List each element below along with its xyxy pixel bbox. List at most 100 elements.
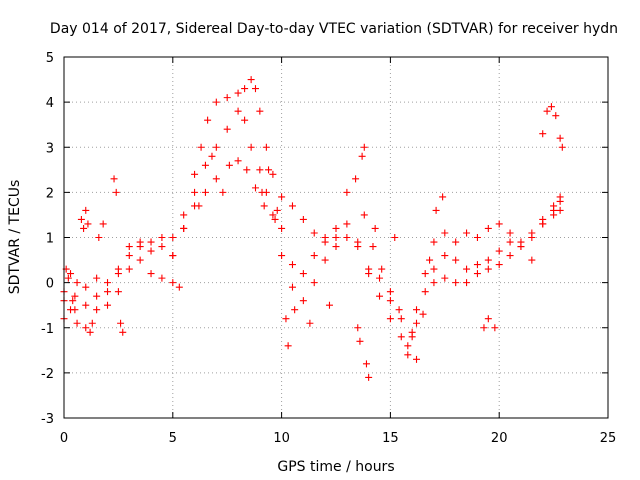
data-point	[88, 319, 96, 327]
data-point	[452, 256, 460, 264]
data-point	[256, 107, 264, 115]
data-point	[495, 220, 503, 228]
data-point	[208, 152, 216, 160]
series-excursions	[62, 103, 566, 381]
data-point	[552, 112, 560, 120]
data-point	[82, 283, 90, 291]
data-point	[288, 283, 296, 291]
data-point	[241, 116, 249, 124]
data-point	[260, 202, 268, 210]
data-point	[136, 256, 144, 264]
data-point	[212, 175, 220, 183]
data-point	[247, 143, 255, 151]
data-point	[256, 166, 264, 174]
data-point	[378, 265, 386, 273]
data-point	[528, 256, 536, 264]
data-point	[473, 234, 481, 241]
data-point	[158, 243, 166, 251]
data-point	[441, 252, 449, 260]
y-tick-label: 0	[46, 277, 54, 292]
data-point	[404, 351, 412, 359]
data-point	[84, 220, 92, 228]
y-tick-label: -3	[41, 412, 54, 427]
data-point	[86, 328, 94, 336]
data-point	[251, 85, 259, 93]
data-point	[463, 229, 471, 237]
data-point	[506, 229, 514, 237]
data-point	[299, 270, 307, 278]
data-point	[291, 306, 299, 314]
data-point	[104, 301, 112, 309]
data-point	[421, 270, 429, 278]
data-point	[278, 252, 286, 260]
data-point	[223, 94, 231, 102]
data-point	[114, 265, 122, 273]
data-point	[284, 342, 292, 350]
data-point	[117, 319, 125, 327]
data-point	[463, 265, 471, 273]
data-point	[321, 256, 329, 264]
data-point	[343, 220, 351, 228]
data-point	[441, 274, 449, 282]
y-tick-label: 2	[46, 186, 54, 201]
data-point	[175, 283, 183, 291]
data-point	[278, 224, 286, 232]
data-point	[365, 373, 373, 381]
data-point	[556, 206, 564, 214]
data-point	[225, 161, 233, 169]
data-point	[495, 247, 503, 255]
data-point	[273, 206, 281, 214]
data-point	[136, 238, 144, 246]
data-point	[99, 220, 107, 228]
data-point	[93, 274, 101, 282]
data-point	[288, 261, 296, 269]
data-point	[223, 125, 231, 133]
data-point	[386, 288, 394, 296]
data-point	[243, 166, 251, 174]
data-point	[480, 324, 488, 332]
data-point	[195, 202, 203, 210]
data-point	[397, 333, 405, 341]
data-point	[119, 328, 127, 336]
data-point	[404, 342, 412, 350]
data-point	[426, 256, 434, 264]
data-point	[147, 238, 155, 246]
data-point	[234, 157, 242, 165]
data-point	[441, 229, 449, 237]
data-point	[69, 297, 77, 305]
data-point	[452, 238, 460, 246]
data-point	[556, 134, 564, 142]
data-point	[484, 315, 492, 323]
data-point	[104, 288, 112, 296]
data-point	[191, 188, 199, 196]
data-point	[82, 301, 90, 309]
data-point	[278, 193, 286, 201]
data-point	[358, 152, 366, 160]
data-point	[391, 234, 399, 241]
data-point	[332, 234, 340, 241]
data-point	[543, 107, 551, 115]
data-point	[258, 188, 266, 196]
data-point	[269, 211, 277, 219]
data-point	[484, 265, 492, 273]
data-point	[169, 279, 177, 287]
data-point	[271, 215, 279, 223]
x-tick-label: 25	[600, 431, 617, 446]
data-point	[64, 274, 72, 282]
data-point	[269, 170, 277, 178]
data-point	[147, 247, 155, 255]
data-point	[360, 143, 368, 151]
data-point	[71, 292, 79, 300]
data-point	[539, 220, 547, 228]
data-point	[430, 265, 438, 273]
data-point	[125, 265, 133, 273]
data-point	[362, 360, 370, 368]
data-point	[180, 224, 188, 232]
data-point	[125, 243, 133, 251]
data-point	[299, 215, 307, 223]
data-point	[332, 243, 340, 251]
y-tick-label: -1	[41, 322, 54, 337]
data-point	[354, 324, 362, 332]
data-point	[550, 206, 558, 214]
data-point	[463, 279, 471, 287]
